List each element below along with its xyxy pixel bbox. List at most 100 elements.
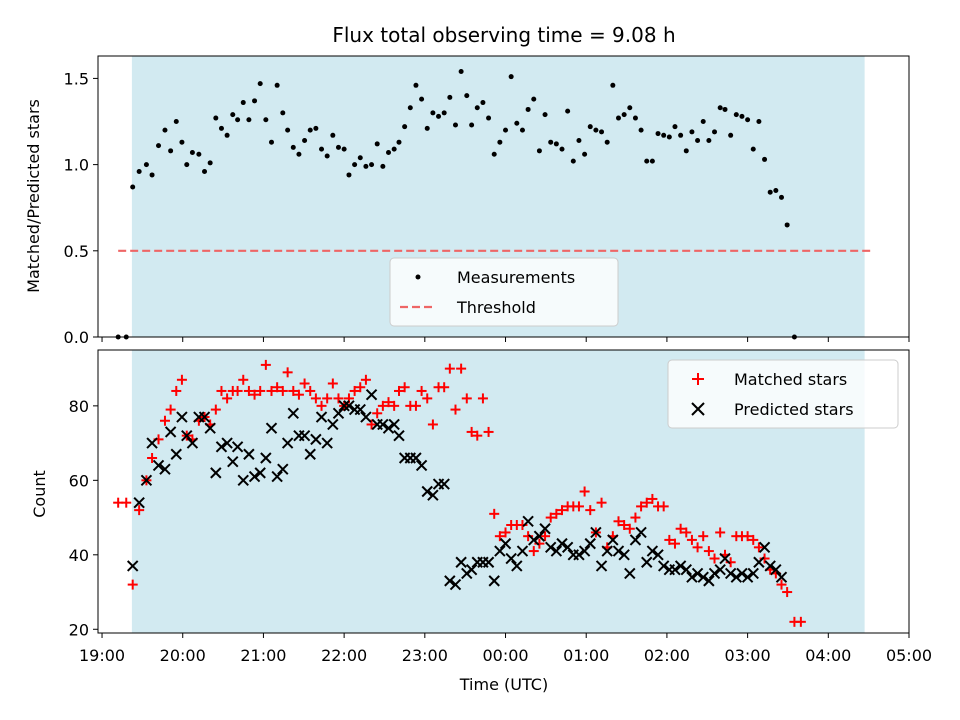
matched-star-point [664, 534, 675, 545]
measurement-point [587, 124, 593, 130]
measurement-point [655, 131, 661, 137]
measurement-point [263, 117, 269, 123]
measurement-point [525, 106, 531, 112]
predicted-star-point [186, 437, 199, 449]
matched-star-point [456, 363, 467, 374]
measurement-point [519, 127, 525, 133]
top-legend: Measurements Threshold [389, 257, 619, 327]
bottom-y-tick-label: 20 [69, 620, 89, 639]
x-tick-label: 22:00 [321, 646, 367, 665]
matched-star-point [472, 430, 483, 441]
x-tick-label: 19:00 [79, 646, 125, 665]
measurement-point [436, 113, 442, 119]
predicted-star-point [315, 411, 328, 423]
measurement-point [230, 112, 236, 118]
measurement-point [627, 105, 633, 111]
predicted-star-point [753, 556, 765, 568]
matched-star-point [266, 385, 277, 396]
measurement-point [380, 163, 386, 169]
predicted-star-point [310, 433, 322, 446]
measurement-point [424, 125, 430, 131]
predicted-star-point [595, 560, 608, 572]
measurement-point [480, 100, 486, 106]
measurement-point [413, 82, 419, 88]
predicted-star-point [488, 575, 500, 587]
measurement-point [508, 74, 514, 80]
predicted-star-point [231, 441, 244, 453]
measurement-point [341, 146, 347, 152]
measurement-point [156, 143, 162, 149]
matched-star-point [698, 531, 709, 542]
predicted-star-point [674, 560, 687, 572]
predicted-star-point [758, 541, 771, 554]
measurement-point [638, 127, 644, 133]
predicted-star-point [561, 541, 574, 554]
predicted-star-point [770, 563, 782, 576]
measurement-point [330, 132, 336, 138]
predicted-star-point [719, 552, 731, 565]
measurement-point [666, 134, 672, 140]
predicted-star-point [133, 496, 145, 509]
matched-star-point [494, 531, 505, 542]
x-tick-label: 01:00 [563, 646, 609, 665]
measurement-point [486, 115, 492, 121]
matched-star-point [288, 385, 299, 396]
matched-star-point [776, 579, 787, 590]
measurement-point [324, 153, 330, 159]
matched-star-point [748, 534, 759, 545]
matched-star-point [360, 374, 371, 385]
matched-star-point [540, 531, 551, 542]
matched-star-point [573, 501, 584, 512]
measurement-point [778, 194, 784, 200]
matched-star-point [647, 493, 658, 504]
predicted-star-point [465, 563, 478, 576]
bottom-y-tick-label: 40 [69, 546, 89, 565]
predicted-star-point [528, 534, 540, 546]
matched-star-point [377, 400, 388, 411]
measurement-point [712, 129, 718, 135]
predicted-star-point [393, 429, 405, 442]
measurement-point [745, 117, 751, 123]
measurement-point [386, 150, 392, 156]
measurement-point [274, 82, 280, 88]
predicted-star-point [556, 537, 568, 550]
predicted-star-point [438, 478, 450, 490]
predicted-star-point [277, 463, 289, 475]
measurement-point [491, 151, 497, 157]
matched-star-point [389, 400, 400, 411]
measurement-point [213, 115, 219, 121]
measurement-point [661, 132, 667, 138]
matched-star-point [165, 404, 176, 415]
top-y-tick-label: 1.0 [64, 156, 89, 175]
measurement-point [717, 105, 723, 111]
measurement-point [621, 112, 627, 118]
measurement-point [179, 139, 185, 145]
bottom-legend-box [667, 359, 899, 429]
measurement-point [202, 169, 208, 175]
matched-star-point [681, 527, 692, 538]
predicted-star-point [641, 556, 653, 568]
predicted-star-point [522, 515, 534, 527]
top-y-tick-label: 0.5 [64, 242, 89, 261]
predicted-star-point [730, 571, 743, 583]
predicted-star-point [304, 448, 316, 460]
predicted-star-point [298, 429, 311, 442]
x-tick-label: 04:00 [805, 646, 851, 665]
measurement-point [149, 172, 155, 178]
predicted-star-point [724, 567, 737, 580]
measurement-point [419, 96, 425, 102]
predicted-star-point [539, 523, 551, 535]
predicted-star-point [618, 549, 630, 561]
matched-star-point [427, 419, 438, 430]
measurement-point [700, 119, 706, 125]
predicted-star-point [237, 474, 249, 487]
predicted-star-point [573, 549, 585, 561]
predicted-star-point [415, 459, 428, 472]
predicted-star-point [578, 545, 591, 557]
measurement-point [548, 139, 554, 145]
top-legend-box [389, 257, 619, 327]
matched-star-point [355, 382, 366, 393]
predicted-star-point [764, 560, 776, 572]
predicted-star-point [482, 556, 495, 568]
